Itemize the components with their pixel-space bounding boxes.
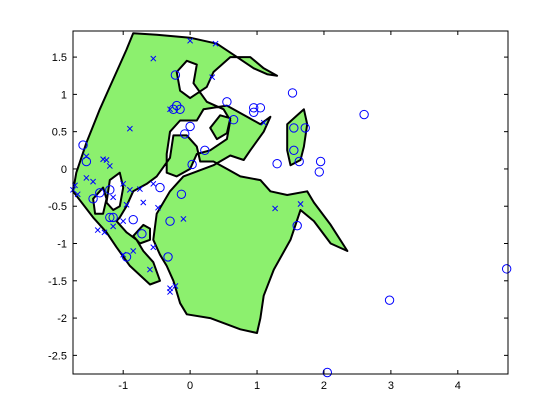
cross-point-11 — [126, 186, 133, 193]
cross-point-9 — [106, 163, 113, 169]
y-tick-label: -0.5 — [48, 201, 67, 213]
cross-point-34 — [120, 251, 127, 258]
circle-point-24 — [163, 252, 173, 262]
circle-point-16 — [359, 109, 369, 120]
circle-point-38 — [384, 295, 395, 305]
circle-point-30 — [88, 194, 98, 204]
y-tick-label: 1 — [61, 89, 67, 101]
circle-point-14 — [315, 156, 326, 167]
circle-point-8 — [248, 107, 259, 117]
cross-point-17 — [74, 191, 81, 198]
circle-point-35 — [292, 220, 302, 231]
circle-point-27 — [105, 185, 115, 195]
cross-point-32 — [172, 283, 179, 289]
circle-point-26 — [121, 252, 132, 262]
cross-point-29 — [130, 248, 137, 254]
circle-point-37 — [501, 264, 512, 274]
y-tick-label: 0 — [61, 164, 67, 176]
cross-point-27 — [94, 227, 101, 234]
cross-point-12 — [110, 194, 117, 201]
x-tick-label: 0 — [187, 380, 193, 392]
circle-point-20 — [185, 121, 195, 132]
cross-point-21 — [155, 204, 161, 211]
region-boundary — [72, 32, 349, 334]
circle-point-12 — [294, 156, 304, 167]
circle-point-21 — [155, 182, 165, 193]
cross-point-36 — [103, 157, 110, 163]
cross-point-30 — [147, 266, 153, 273]
cross-point-26 — [101, 229, 108, 236]
cross-point-10 — [120, 180, 127, 187]
cross-point-18 — [136, 186, 143, 193]
y-tick-label: -2.5 — [48, 350, 67, 362]
cross-point-4 — [260, 119, 267, 126]
x-tick-label: 1 — [254, 380, 260, 392]
data-markers — [70, 37, 512, 378]
y-tick-label: 0.5 — [52, 127, 67, 139]
circle-point-0 — [170, 70, 181, 80]
circle-point-10 — [289, 123, 299, 133]
x-tick-label: -1 — [118, 380, 128, 392]
region-island-1 — [209, 114, 232, 141]
circle-point-9 — [287, 88, 298, 98]
circle-point-6 — [248, 103, 259, 113]
circle-point-7 — [255, 103, 266, 113]
y-tick-label: -1.5 — [48, 276, 67, 288]
cross-point-1 — [187, 37, 194, 44]
cross-point-35 — [83, 153, 90, 160]
cross-point-6 — [272, 205, 279, 212]
cross-point-33 — [167, 289, 173, 295]
circle-point-36 — [272, 159, 282, 169]
circle-point-4 — [222, 97, 232, 107]
circle-point-3 — [172, 100, 182, 111]
circle-point-31 — [95, 188, 105, 198]
region-island-2 — [286, 108, 309, 167]
decision-region — [72, 32, 349, 334]
cross-point-37 — [167, 106, 173, 113]
circle-point-5 — [228, 115, 239, 125]
axes-box — [72, 30, 509, 375]
y-tick-label: -2 — [57, 313, 67, 325]
circle-point-33 — [78, 140, 88, 150]
cross-point-13 — [90, 178, 97, 185]
y-tick-label: -1 — [57, 239, 67, 251]
circle-point-13 — [300, 123, 310, 133]
x-tick-label: 4 — [455, 380, 461, 392]
circle-point-19 — [180, 129, 190, 139]
circle-point-39 — [322, 367, 333, 378]
circle-point-22 — [176, 189, 187, 199]
circle-point-25 — [137, 229, 147, 239]
cross-point-14 — [83, 174, 90, 181]
circle-point-23 — [165, 216, 175, 226]
circle-point-28 — [108, 212, 118, 223]
cross-point-25 — [110, 223, 117, 230]
cross-point-0 — [150, 55, 157, 62]
y-tick-label: 1.5 — [52, 52, 67, 64]
cross-point-23 — [123, 201, 130, 208]
x-tick-label: 2 — [321, 380, 327, 392]
circle-point-32 — [81, 156, 92, 167]
cross-point-7 — [126, 125, 133, 132]
circle-point-29 — [105, 212, 115, 223]
circle-point-34 — [128, 214, 138, 225]
cross-point-19 — [150, 180, 157, 187]
cross-point-24 — [120, 218, 127, 225]
circle-point-15 — [314, 167, 324, 177]
x-tick-label: 3 — [388, 380, 394, 392]
cross-point-5 — [297, 201, 304, 207]
cross-point-3 — [209, 74, 216, 81]
cross-point-20 — [140, 199, 147, 206]
cross-point-22 — [180, 215, 187, 222]
circle-point-11 — [289, 145, 299, 156]
cross-point-2 — [212, 40, 219, 47]
axis-ticks: -1 0 1 2 3 4 1.5 1 0.5 0 -0.5 -1 -1.5 -2 -2.5 — [48, 31, 508, 392]
circle-point-18 — [187, 159, 197, 170]
circle-point-17 — [200, 145, 210, 156]
cross-point-28 — [150, 244, 157, 251]
